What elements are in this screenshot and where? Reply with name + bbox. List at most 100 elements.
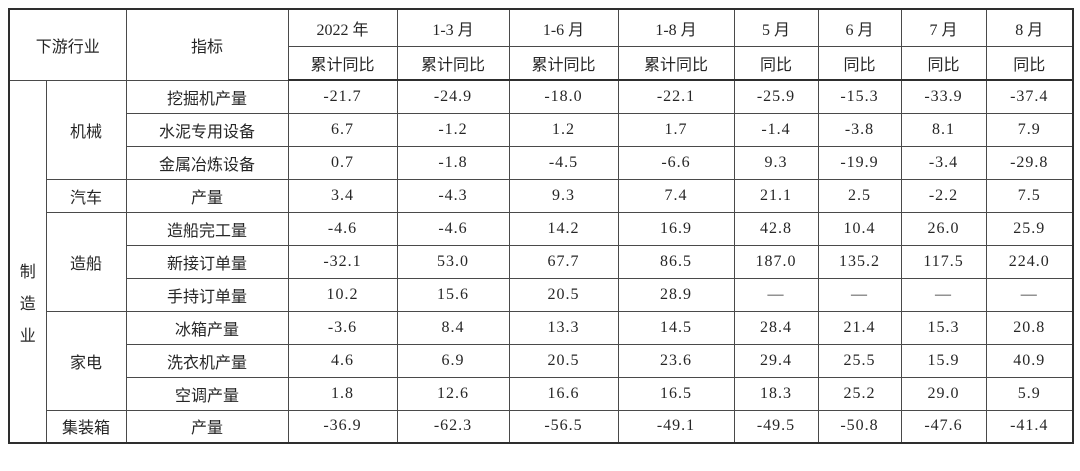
value-cell: — bbox=[817, 277, 902, 312]
value-cell: 3.4 bbox=[287, 178, 398, 213]
indicator-cell: 造船完工量 bbox=[125, 211, 289, 246]
value-cell: 40.9 bbox=[985, 343, 1074, 378]
value-cell: 9.3 bbox=[508, 178, 619, 213]
value-cell: 16.5 bbox=[617, 376, 735, 411]
value-cell: -29.8 bbox=[985, 145, 1074, 180]
table-row: 洗衣机产量 4.6 6.9 20.5 23.6 29.4 25.5 15.9 40.9 bbox=[9, 343, 1074, 378]
value-cell: -22.1 bbox=[617, 79, 735, 114]
value-cell: 26.0 bbox=[900, 211, 987, 246]
value-cell: 117.5 bbox=[900, 244, 987, 279]
value-cell: 53.0 bbox=[396, 244, 510, 279]
table-row: 制造业 机械 挖掘机产量 -21.7 -24.9 -18.0 -22.1 -25.9 -15.3… bbox=[8, 79, 1074, 444]
value-cell: 20.8 bbox=[985, 310, 1074, 345]
value-cell: 187.0 bbox=[733, 244, 819, 279]
value-cell: -1.8 bbox=[396, 145, 510, 180]
value-cell: -6.6 bbox=[617, 145, 735, 180]
value-cell: 0.7 bbox=[287, 145, 398, 180]
value-cell: 14.5 bbox=[617, 310, 735, 345]
value-cell: -2.2 bbox=[900, 178, 987, 213]
indicator-cell: 洗衣机产量 bbox=[125, 343, 289, 378]
value-cell: 18.3 bbox=[733, 376, 819, 411]
value-cell: 20.5 bbox=[508, 277, 619, 312]
value-cell: -37.4 bbox=[985, 79, 1074, 114]
value-cell: 21.1 bbox=[733, 178, 819, 213]
value-cell: -19.9 bbox=[817, 145, 902, 180]
value-cell: 28.9 bbox=[617, 277, 735, 312]
value-cell: -4.6 bbox=[396, 211, 510, 246]
value-cell: 9.3 bbox=[733, 145, 819, 180]
value-cell: — bbox=[985, 277, 1074, 312]
value-cell: -25.9 bbox=[733, 79, 819, 114]
value-cell: 10.4 bbox=[817, 211, 902, 246]
value-cell: 5.9 bbox=[985, 376, 1074, 411]
group-cell: 家电 bbox=[45, 310, 127, 411]
header-period: 8 月 bbox=[985, 8, 1074, 47]
value-cell: 1.8 bbox=[287, 376, 398, 411]
value-cell: -56.5 bbox=[508, 409, 619, 444]
header-industry: 下游行业 bbox=[8, 8, 127, 81]
indicator-cell: 手持订单量 bbox=[125, 277, 289, 312]
value-cell: 14.2 bbox=[508, 211, 619, 246]
value-cell: 6.9 bbox=[396, 343, 510, 378]
value-cell: 4.6 bbox=[287, 343, 398, 378]
value-cell: -49.1 bbox=[617, 409, 735, 444]
header-period: 6 月 bbox=[817, 8, 902, 47]
value-cell: 8.1 bbox=[900, 112, 987, 147]
value-cell: -21.7 bbox=[287, 79, 398, 114]
value-cell: 15.9 bbox=[900, 343, 987, 378]
indicator-cell: 产量 bbox=[125, 409, 289, 444]
value-cell: -3.8 bbox=[817, 112, 902, 147]
group-cell: 机械 bbox=[45, 79, 127, 180]
value-cell: -4.5 bbox=[508, 145, 619, 180]
value-cell: 6.7 bbox=[287, 112, 398, 147]
value-cell: 86.5 bbox=[617, 244, 735, 279]
value-cell: -41.4 bbox=[985, 409, 1074, 444]
value-cell: 135.2 bbox=[817, 244, 902, 279]
table-row: 汽车 产量 3.4 -4.3 9.3 7.4 21.1 2.5 -2.2 7.5 bbox=[9, 178, 1074, 213]
value-cell: -4.6 bbox=[287, 211, 398, 246]
header-period-sub: 累计同比 bbox=[508, 46, 619, 81]
table-row: 水泥专用设备 6.7 -1.2 1.2 1.7 -1.4 -3.8 8.1 7.9 bbox=[9, 112, 1074, 147]
value-cell: 25.9 bbox=[985, 211, 1074, 246]
value-cell: 21.4 bbox=[817, 310, 902, 345]
indicator-cell: 金属冶炼设备 bbox=[125, 145, 289, 180]
table-row: 集装箱 产量 -36.9 -62.3 -56.5 -49.1 -49.5 -50.8 -47.6… bbox=[9, 409, 1074, 444]
header-period-sub: 累计同比 bbox=[617, 46, 735, 81]
value-cell: 224.0 bbox=[985, 244, 1074, 279]
value-cell: 29.0 bbox=[900, 376, 987, 411]
header-period: 5 月 bbox=[733, 8, 819, 47]
value-cell: 10.2 bbox=[287, 277, 398, 312]
header-period: 1-3 月 bbox=[396, 8, 510, 47]
value-cell: 23.6 bbox=[617, 343, 735, 378]
header-indicator: 指标 bbox=[125, 8, 289, 81]
value-cell: 16.9 bbox=[617, 211, 735, 246]
value-cell: 42.8 bbox=[733, 211, 819, 246]
value-cell: 20.5 bbox=[508, 343, 619, 378]
indicator-cell: 空调产量 bbox=[125, 376, 289, 411]
value-cell: -1.2 bbox=[396, 112, 510, 147]
value-cell: -4.3 bbox=[396, 178, 510, 213]
value-cell: 7.4 bbox=[617, 178, 735, 213]
group-cell: 造船 bbox=[45, 211, 127, 312]
header-period-sub: 累计同比 bbox=[396, 46, 510, 81]
table-row: 手持订单量 10.2 15.6 20.5 28.9— — — — bbox=[9, 277, 1074, 312]
value-cell: -49.5 bbox=[733, 409, 819, 444]
header-period-sub: 同比 bbox=[733, 46, 819, 81]
value-cell: 13.3 bbox=[508, 310, 619, 345]
value-cell: 15.3 bbox=[900, 310, 987, 345]
value-cell: -50.8 bbox=[817, 409, 902, 444]
indicator-cell: 冰箱产量 bbox=[125, 310, 289, 345]
value-cell: 8.4 bbox=[396, 310, 510, 345]
table-body: 制造业 机械 挖掘机产量 -21.7 -24.9 -18.0 -22.1 -25.9 -15.3… bbox=[8, 79, 1074, 444]
header-row-subtype: 累计同比 累计同比 累计同比 累计同比 同比 同比 同比 同比 bbox=[9, 46, 1074, 81]
value-cell: 2.5 bbox=[817, 178, 902, 213]
header-period-sub: 同比 bbox=[985, 46, 1074, 81]
value-cell: -3.6 bbox=[287, 310, 398, 345]
value-cell: 25.2 bbox=[817, 376, 902, 411]
value-cell: -15.3 bbox=[817, 79, 902, 114]
indicator-cell: 水泥专用设备 bbox=[125, 112, 289, 147]
value-cell: 7.9 bbox=[985, 112, 1074, 147]
value-cell: -1.4 bbox=[733, 112, 819, 147]
